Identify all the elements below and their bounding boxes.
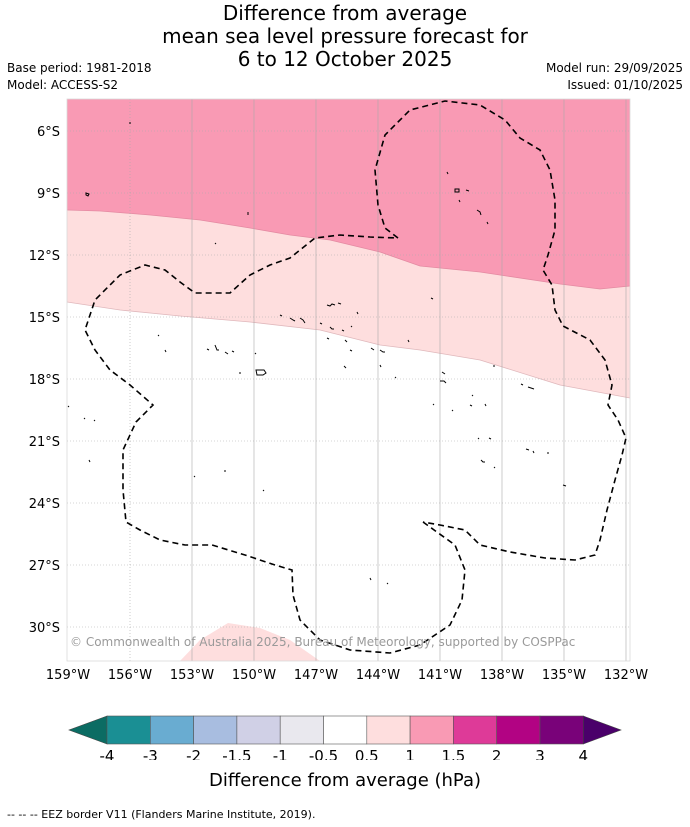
colorbar-swatch (323, 715, 368, 745)
colorbar-tick-label: -1.5 (222, 747, 251, 760)
issued-date: Issued: 01/10/2025 (567, 78, 683, 92)
lon-label: 141°W (418, 668, 462, 683)
base-period: Base period: 1981-2018 (7, 61, 152, 75)
map-frame (66, 98, 631, 662)
contour-band-1-to-1-5 (67, 99, 630, 289)
lat-label: 15°S (29, 311, 60, 326)
colorbar-tick-label: 1 (405, 747, 415, 760)
colorbar-tick-label: -4 (100, 747, 115, 760)
colorbar-tick-label: -0.5 (309, 747, 338, 760)
lon-label: 156°W (108, 668, 152, 683)
lon-label: 150°W (232, 668, 276, 683)
meta-left: Base period: 1981-2018 Model: ACCESS-S2 (7, 60, 152, 94)
colorbar-swatch (193, 715, 238, 745)
colorbar-swatch (453, 715, 497, 745)
colorbar-swatch (279, 715, 324, 745)
colorbar-swatch (539, 715, 584, 745)
lon-label: 147°W (294, 668, 338, 683)
colorbar-tick-label: 3 (535, 747, 545, 760)
lat-label: 24°S (29, 497, 60, 512)
colorbar-tick-label: -3 (143, 747, 158, 760)
lon-label: 159°W (46, 668, 90, 683)
colorbar-swatch (366, 715, 411, 745)
title-line-2: mean sea level pressure forecast for (162, 24, 528, 48)
lon-label: 138°W (480, 668, 524, 683)
lat-label: 9°S (37, 187, 60, 202)
colorbar-tick-label: 2 (492, 747, 502, 760)
lon-label: 132°W (604, 668, 648, 683)
colorbar-extend-high (582, 715, 622, 745)
meta-right: Model run: 29/09/2025 Issued: 01/10/2025 (546, 60, 683, 94)
lat-label: 6°S (37, 125, 60, 140)
colorbar-swatch (496, 715, 541, 745)
contour-band-south (180, 623, 320, 661)
model-name: Model: ACCESS-S2 (7, 78, 119, 92)
lat-labels: 6°S 9°S 12°S 15°S 18°S 21°S 24°S 27°S 30… (29, 125, 60, 636)
lon-labels: 159°W 156°W 153°W 150°W 147°W 144°W 141°… (46, 668, 648, 683)
map-plot-area: © Commonwealth of Australia 2025, Bureau… (67, 99, 630, 661)
eez-border (84, 100, 627, 654)
colorbar-swatch (236, 715, 281, 745)
colorbar-swatch (106, 715, 151, 745)
title-line-1: Difference from average (222, 1, 468, 25)
colorbar-tick-label: -1 (273, 747, 288, 760)
lat-label: 27°S (29, 559, 60, 574)
colorbar: -4 -3 -2 -1.5 -1 -0.5 0.5 1 1.5 2 3 4 (68, 715, 622, 760)
lat-label: 12°S (29, 249, 60, 264)
graticule (67, 99, 630, 661)
lon-label: 144°W (356, 668, 400, 683)
contour-line-1 (67, 209, 630, 290)
colorbar-extend-low (68, 715, 108, 745)
colorbar-title: Difference from average (hPa) (208, 770, 482, 791)
lat-label: 18°S (29, 373, 60, 388)
colorbar-tick-label: 0.5 (355, 747, 379, 760)
colorbar-swatch (409, 715, 454, 745)
contour-line-0-5 (67, 301, 630, 399)
colorbar-tick-label: 4 (579, 747, 589, 760)
islands (67, 122, 567, 585)
title-line-3: 6 to 12 October 2025 (237, 47, 453, 71)
colorbar-swatch (150, 715, 194, 745)
map-title: Difference from average mean sea level p… (0, 2, 690, 71)
anomaly-map: © Commonwealth of Australia 2025, Bureau… (29, 98, 648, 760)
model-run: Model run: 29/09/2025 (545, 61, 683, 75)
lat-label: 30°S (29, 621, 60, 636)
lon-label: 153°W (170, 668, 214, 683)
copyright-notice: © Commonwealth of Australia 2025, Bureau… (70, 635, 575, 649)
lon-label: 135°W (542, 668, 586, 683)
eez-legend: -- -- -- EEZ border V11 (Flanders Marine… (7, 808, 316, 821)
colorbar-tick-label: 1.5 (441, 747, 465, 760)
lat-label: 21°S (29, 435, 60, 450)
colorbar-tick-label: -2 (186, 747, 201, 760)
